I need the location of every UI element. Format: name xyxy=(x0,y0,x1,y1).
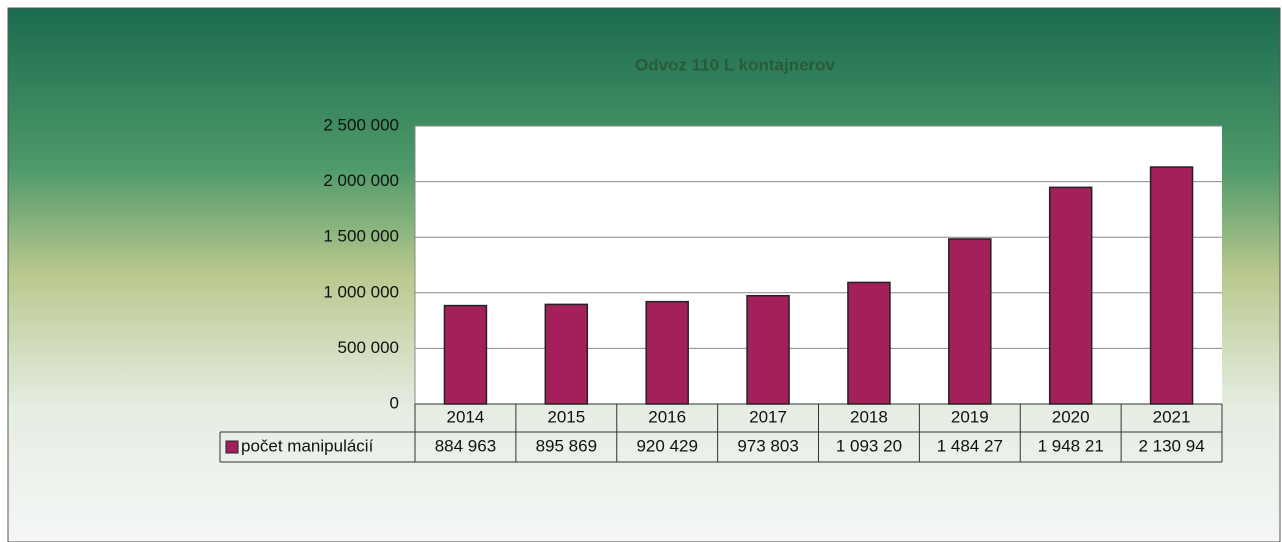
bar xyxy=(948,238,992,405)
x-tick-label: 2020 xyxy=(1052,407,1090,426)
bar xyxy=(847,281,891,405)
y-tick-label: 1 000 000 xyxy=(323,282,399,301)
y-tick-label: 2 000 000 xyxy=(323,171,399,190)
y-tick-label: 1 500 000 xyxy=(323,227,399,246)
data-table-value: 1 093 20 xyxy=(836,436,902,455)
bar xyxy=(1048,186,1093,405)
chart-title: Odvoz 110 L kontajnerov xyxy=(635,55,836,74)
x-tick-label: 2018 xyxy=(850,407,888,426)
bar xyxy=(544,303,589,405)
data-table-value: 895 869 xyxy=(536,436,597,455)
legend-label: počet manipulácií xyxy=(241,436,374,455)
x-tick-label: 2015 xyxy=(547,407,585,426)
data-table-value: 2 130 94 xyxy=(1138,436,1204,455)
data-table-value: 1 484 27 xyxy=(937,436,1003,455)
bar xyxy=(1149,166,1194,405)
y-tick-label: 500 000 xyxy=(338,338,399,357)
bar xyxy=(645,300,689,405)
data-table-value: 884 963 xyxy=(435,436,496,455)
bar xyxy=(443,304,488,405)
x-tick-label: 2019 xyxy=(951,407,989,426)
y-tick-label: 2 500 000 xyxy=(323,115,399,134)
x-tick-label: 2016 xyxy=(648,407,686,426)
x-tick-label: 2014 xyxy=(447,407,485,426)
legend-key xyxy=(225,440,239,454)
data-table-value: 920 429 xyxy=(636,436,697,455)
x-tick-label: 2021 xyxy=(1153,407,1191,426)
y-tick-label: 0 xyxy=(390,393,399,412)
data-table-value: 973 803 xyxy=(737,436,798,455)
data-table-value: 1 948 21 xyxy=(1038,436,1104,455)
x-tick-label: 2017 xyxy=(749,407,787,426)
plot-area xyxy=(415,126,1222,404)
bar xyxy=(746,294,790,405)
